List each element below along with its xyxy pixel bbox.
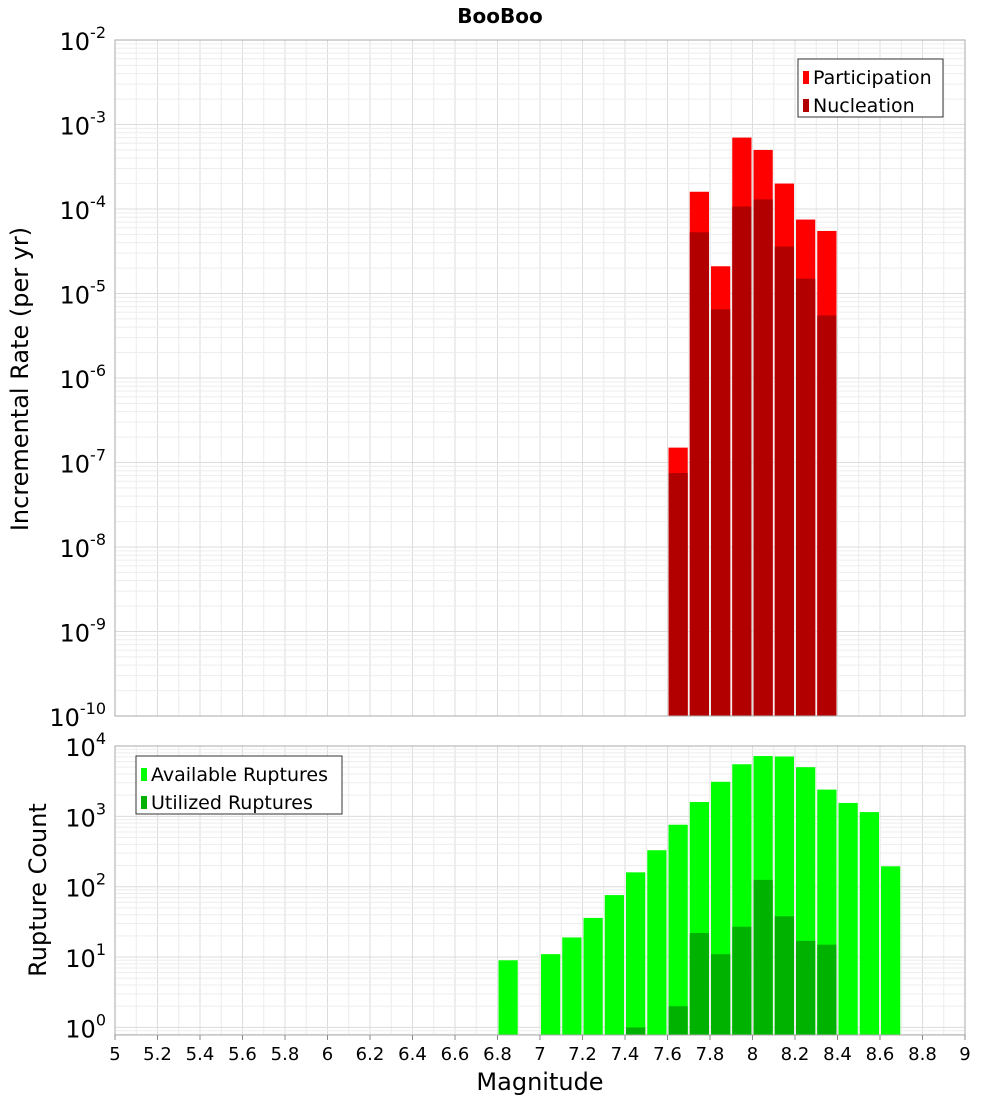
top-bar-secondary — [689, 232, 709, 716]
bottom-x-ticks: 5 5.2 5.4 5.6 5.8 6 6.2 6.4 6.6 6.8 7 7.2 7.4 7.6 7.8 8… — [109, 1035, 971, 1065]
bottom-y-tick-label: 102 — [65, 870, 106, 903]
bottom-bar-secondary — [668, 1006, 688, 1035]
bottom-x-tick-label: 7.6 — [653, 1044, 682, 1065]
bottom-legend-swatch — [141, 768, 147, 781]
bottom-bar-secondary — [626, 1027, 646, 1035]
bottom-legend-label: Available Ruptures — [151, 764, 328, 786]
bottom-x-tick-label: 5 — [109, 1044, 120, 1065]
bottom-legend-swatch — [141, 796, 147, 809]
bottom-bar-secondary — [796, 940, 816, 1035]
bottom-x-tick-label: 9 — [959, 1044, 970, 1065]
bottom-y-axis-label: Rupture Count — [24, 803, 52, 977]
top-y-tick-label: 10-9 — [60, 615, 107, 648]
top-bars — [668, 137, 837, 717]
top-plot-frame — [114, 39, 966, 717]
bottom-bar-secondary — [711, 954, 731, 1035]
bottom-legend-label: Utilized Ruptures — [151, 792, 313, 814]
top-bar-secondary — [774, 246, 794, 716]
top-bar-secondary — [817, 315, 837, 716]
bottom-y-tick-label: 104 — [65, 729, 106, 762]
top-y-tick-label: 10-6 — [60, 361, 107, 394]
chart-title: BooBoo — [457, 4, 542, 28]
top-bar-secondary — [668, 473, 688, 716]
top-y-tick-label: 10-8 — [60, 530, 107, 563]
bottom-x-tick-label: 8 — [747, 1044, 758, 1065]
top-y-tick-label: 10-10 — [49, 699, 106, 732]
bottom-bar-primary — [668, 824, 688, 1035]
top-legend-label: Participation — [813, 67, 932, 89]
bottom-bar-primary — [562, 937, 582, 1035]
bottom-y-tick-label: 100 — [65, 1010, 106, 1043]
top-y-ticks: 10-10 10-9 10-8 10-7 10-6 10-5 10-4 10-3 10-2 — [49, 23, 106, 732]
top-bar-secondary — [753, 199, 773, 717]
bottom-legend-box — [135, 755, 343, 815]
bottom-x-tick-label: 5.8 — [271, 1044, 300, 1065]
bottom-bar-primary — [626, 872, 646, 1035]
top-y-tick-label: 10-3 — [60, 108, 107, 141]
bottom-x-tick-label: 7.8 — [696, 1044, 725, 1065]
bottom-x-tick-label: 8.4 — [823, 1044, 852, 1065]
bottom-bar-secondary — [753, 879, 773, 1035]
bottom-x-tick-label: 6 — [322, 1044, 333, 1065]
bottom-bar-primary — [583, 917, 603, 1035]
top-legend-swatch — [803, 71, 809, 84]
top-bar-secondary — [796, 278, 816, 716]
top-legend: Participation Nucleation — [797, 58, 944, 118]
bottom-x-tick-label: 7.4 — [611, 1044, 640, 1065]
bottom-x-tick-label: 6.2 — [356, 1044, 385, 1065]
top-y-tick-label: 10-7 — [60, 446, 107, 479]
top-grid — [114, 40, 966, 717]
top-y-tick-label: 10-2 — [60, 23, 107, 56]
bottom-y-tick-label: 103 — [65, 799, 106, 832]
bottom-bar-primary — [647, 850, 667, 1035]
x-axis-label: Magnitude — [476, 1068, 603, 1096]
bottom-bar-primary — [541, 954, 561, 1035]
bottom-bars — [498, 756, 901, 1035]
bottom-x-tick-label: 7 — [534, 1044, 545, 1065]
top-bar-secondary — [732, 206, 752, 716]
bottom-bar-primary — [859, 812, 879, 1035]
top-bar-secondary — [711, 309, 731, 716]
bottom-x-tick-label: 6.4 — [398, 1044, 427, 1065]
bottom-bar-secondary — [689, 932, 709, 1035]
bottom-x-tick-label: 5.4 — [186, 1044, 215, 1065]
bottom-bar-primary — [881, 866, 901, 1035]
top-y-tick-label: 10-4 — [60, 192, 107, 225]
bottom-y-tick-label: 101 — [65, 940, 106, 973]
bottom-x-tick-label: 5.2 — [143, 1044, 172, 1065]
top-legend-box — [797, 58, 944, 118]
bottom-bar-primary — [838, 802, 858, 1035]
bottom-x-tick-label: 8.2 — [781, 1044, 810, 1065]
top-y-tick-label: 10-5 — [60, 277, 107, 310]
bottom-bar-primary — [604, 895, 624, 1035]
bottom-x-tick-label: 6.8 — [483, 1044, 512, 1065]
bottom-x-tick-label: 8.6 — [866, 1044, 895, 1065]
bottom-bar-primary — [498, 960, 518, 1035]
bottom-bar-secondary — [732, 926, 752, 1035]
bottom-x-tick-label: 8.8 — [908, 1044, 937, 1065]
bottom-x-tick-label: 5.6 — [228, 1044, 257, 1065]
bottom-bar-secondary — [774, 916, 794, 1035]
bottom-legend: Available Ruptures Utilized Ruptures — [135, 755, 343, 815]
bottom-x-tick-label: 7.2 — [568, 1044, 597, 1065]
bottom-x-tick-label: 6.6 — [441, 1044, 470, 1065]
top-legend-swatch — [803, 99, 809, 112]
top-y-axis-label: Incremental Rate (per yr) — [6, 227, 34, 531]
bottom-bar-secondary — [817, 944, 837, 1035]
top-legend-label: Nucleation — [813, 95, 915, 117]
bottom-y-ticks: 100 101 102 103 104 — [65, 729, 106, 1043]
